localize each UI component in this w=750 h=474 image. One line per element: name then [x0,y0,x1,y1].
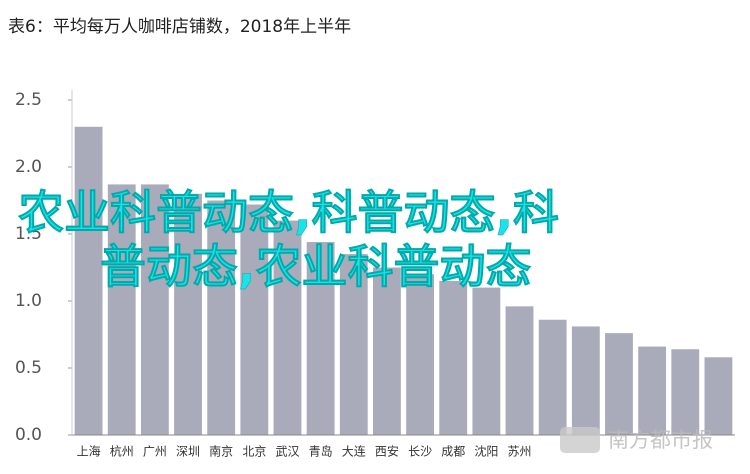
overlay-text: 普动态,农业科普动态 [100,240,531,294]
bar [306,242,335,435]
y-tick-label: 1.0 [15,291,42,311]
x-tick-label: 南京 [209,444,233,459]
bar [472,287,501,435]
bar [207,200,236,435]
bar [671,349,700,435]
bar [605,333,633,435]
x-tick-label: 青岛 [309,444,333,459]
bar [505,306,534,435]
bar [439,280,468,435]
bar [339,254,368,435]
watermark: 南方都市报 [608,428,713,452]
y-tick-label: 2.0 [15,157,42,177]
x-tick-label: 大连 [342,444,366,459]
x-tick-label: 成都 [441,445,465,459]
bar [406,274,434,435]
bar [74,126,103,436]
x-tick-label: 上海 [77,444,101,459]
bar [704,357,733,435]
x-tick-label: 杭州 [110,444,134,459]
y-tick-label: 0.5 [15,358,42,378]
y-tick-label: 1.5 [15,224,42,244]
x-tick-label: 北京 [242,445,266,459]
bar [638,346,667,435]
x-tick-label: 苏州 [508,445,532,459]
bar [140,184,169,435]
chart-title: 表6：平均每万人咖啡店铺数，2018年上半年 [8,17,351,37]
x-tick-label: 深圳 [176,445,200,459]
x-tick-label: 长沙 [408,445,432,459]
x-tick-label: 武汉 [275,445,299,459]
x-tick-label: 西安 [375,444,399,459]
bar [240,204,269,435]
x-tick-label: 沈阳 [474,444,498,459]
bar [107,184,136,435]
bar [273,220,302,435]
y-tick-label: 0.0 [15,425,42,445]
bar [571,326,600,435]
x-tick-label: 广州 [143,445,167,459]
bar [174,193,202,435]
bar [373,267,401,435]
y-tick-label: 2.5 [15,90,42,110]
bar [538,319,567,435]
overlay-text: 农业科普动态,科普动态,科 [18,186,559,240]
watermark-badge [560,427,600,453]
